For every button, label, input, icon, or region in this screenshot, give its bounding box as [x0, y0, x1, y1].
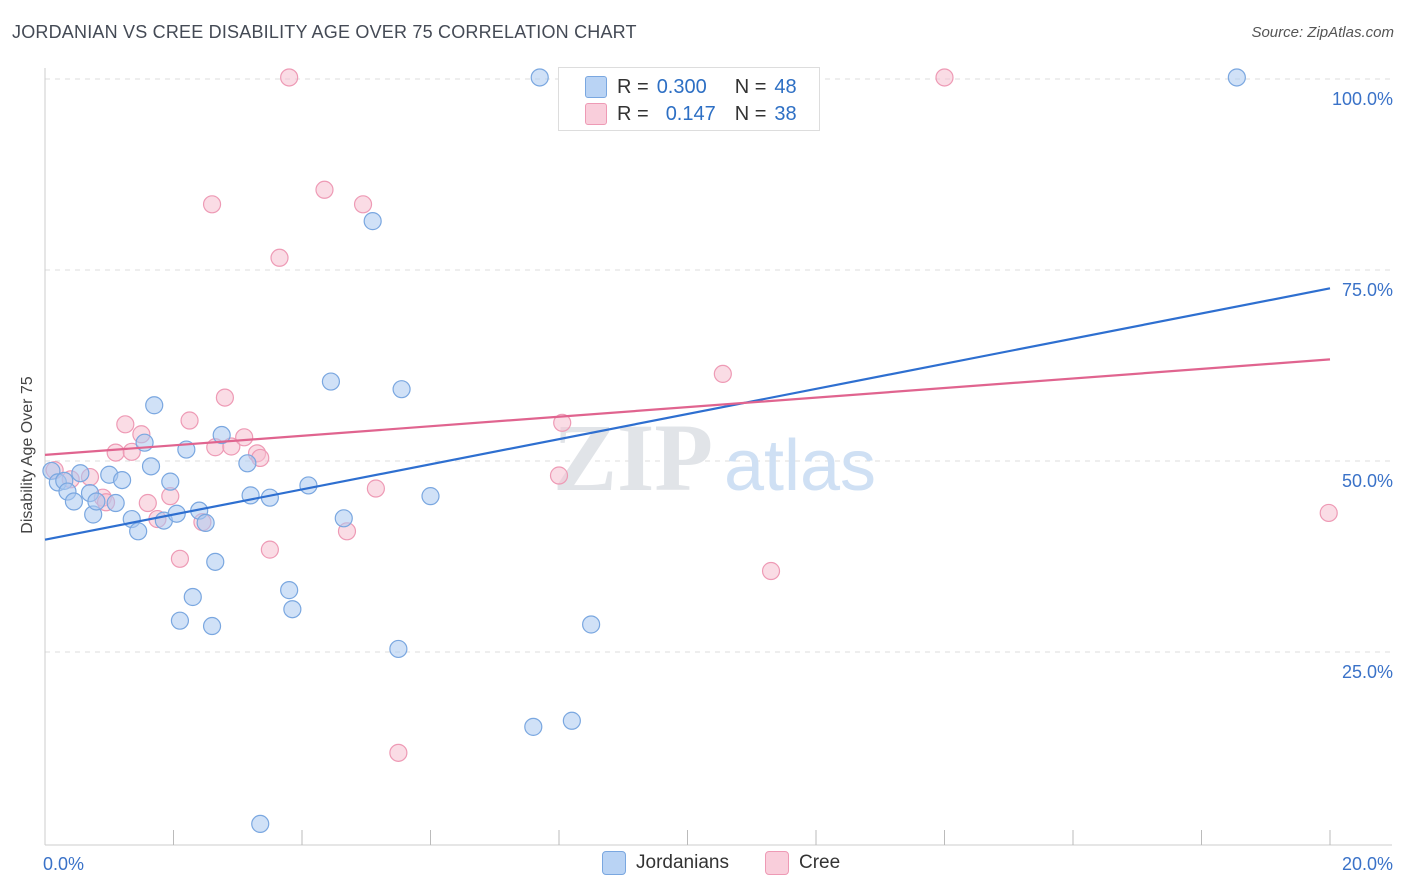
stats-row-cree: R = 0.147 N = 38 — [585, 101, 797, 127]
jordanian-point — [170, 611, 190, 630]
jordanian-point — [202, 616, 222, 636]
gridlines — [45, 78, 1392, 653]
jordanian-point — [1227, 68, 1246, 87]
cree-point — [116, 415, 135, 434]
cree-point — [315, 180, 334, 199]
series-legend: Jordanians Cree — [0, 851, 1406, 877]
jordanian-point — [363, 212, 382, 231]
r-value-cree: 0.147 — [665, 102, 716, 125]
cree-point — [270, 248, 289, 267]
cree-point — [353, 195, 373, 214]
jordanian-point — [334, 509, 353, 528]
jordanian-point — [299, 476, 318, 495]
cree-point — [553, 413, 572, 432]
cree-point — [202, 195, 222, 214]
axes — [44, 68, 1392, 846]
jordanians-trendline — [44, 287, 1331, 541]
legend-label-jordanians: Jordanians — [636, 852, 729, 873]
stats-row-jordanians: R = 0.300 N = 48 — [585, 74, 797, 100]
jordanian-point — [212, 425, 231, 445]
legend-item-jordanians[interactable]: Jordanians — [602, 851, 729, 875]
jordanian-point — [87, 492, 106, 511]
jordanian-point — [392, 380, 411, 399]
y-tick-label: 75.0% — [1342, 280, 1393, 300]
cree-legend-swatch — [765, 851, 789, 875]
cree-point — [180, 411, 199, 430]
chart-title: JORDANIAN VS CREE DISABILITY AGE OVER 75… — [12, 22, 637, 42]
y-tick-label: 100.0% — [1332, 89, 1393, 109]
trendlines — [44, 287, 1331, 541]
jordanians-swatch — [585, 76, 607, 98]
x-tick-label: 20.0% — [1342, 854, 1393, 874]
cree-point — [215, 388, 234, 407]
r-value-jordanians: 0.300 — [656, 75, 707, 98]
jordanian-point — [183, 587, 202, 607]
jordanian-point — [64, 492, 84, 511]
series-jordanians — [42, 68, 1246, 834]
jordanian-point — [251, 814, 270, 834]
cree-point — [170, 549, 190, 568]
tick-labels: 25.0% 50.0% 75.0% 100.0% 0.0% 20.0% — [43, 89, 1393, 874]
jordanian-point — [530, 68, 549, 87]
jordanian-point — [71, 464, 90, 483]
jordanian-point — [161, 472, 180, 491]
r-label: R = — [617, 102, 649, 125]
jordanian-point — [421, 487, 440, 506]
cree-point — [713, 364, 732, 384]
jordanian-point — [206, 552, 225, 571]
jordanians-legend-swatch — [602, 851, 626, 875]
n-label: N = — [734, 102, 767, 125]
jordanian-point — [283, 600, 302, 619]
cree-point — [1319, 503, 1338, 523]
x-tick-label: 0.0% — [43, 854, 84, 874]
jordanian-point — [238, 454, 257, 473]
cree-point — [366, 479, 385, 498]
cree-swatch — [585, 103, 607, 125]
source-credit: Source: ZipAtlas.com — [1251, 24, 1394, 41]
jordanian-point — [196, 513, 215, 532]
watermark-atlas: atlas — [724, 426, 876, 506]
jordanian-point — [321, 372, 341, 391]
jordanian-point — [141, 457, 161, 476]
cree-point — [260, 540, 279, 559]
jordanian-point — [524, 717, 543, 736]
n-value-jordanians: 48 — [774, 75, 797, 98]
n-value-cree: 38 — [774, 102, 797, 125]
watermark-zip: ZIP — [553, 404, 713, 511]
legend-label-cree: Cree — [799, 852, 841, 873]
y-tick-label: 25.0% — [1342, 662, 1393, 682]
jordanian-point — [280, 581, 299, 600]
cree-point — [280, 68, 299, 87]
jordanian-point — [112, 471, 132, 490]
n-label: N = — [734, 75, 767, 98]
cree-trendline — [44, 358, 1331, 456]
jordanian-point — [145, 396, 164, 415]
cree-point — [935, 68, 954, 87]
jordanian-point — [389, 639, 408, 659]
legend-item-cree[interactable]: Cree — [765, 851, 840, 875]
cree-point — [549, 466, 569, 485]
cree-point — [235, 428, 254, 447]
jordanian-point — [106, 493, 125, 513]
cree-point — [761, 561, 781, 581]
r-label: R = — [617, 75, 649, 98]
cree-point — [106, 443, 125, 462]
y-tick-label: 50.0% — [1342, 471, 1393, 491]
jordanian-point — [562, 711, 581, 730]
jordanian-point — [582, 615, 601, 634]
stats-legend: R = 0.300 N = 48 R = 0.147 N = 38 — [558, 67, 820, 131]
cree-point — [389, 743, 408, 762]
cree-point — [138, 493, 157, 513]
jordanian-point — [129, 522, 148, 541]
